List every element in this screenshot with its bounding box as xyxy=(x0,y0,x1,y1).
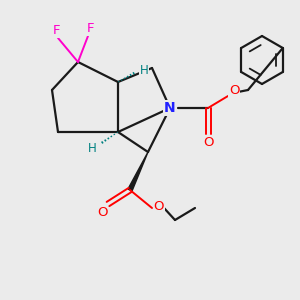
Text: O: O xyxy=(203,136,213,149)
Text: N: N xyxy=(164,101,176,115)
Text: H: H xyxy=(140,64,148,76)
Text: O: O xyxy=(154,200,164,212)
Text: F: F xyxy=(86,22,94,34)
Text: H: H xyxy=(88,142,96,154)
Text: O: O xyxy=(97,206,107,218)
Text: F: F xyxy=(52,23,60,37)
Text: O: O xyxy=(229,85,239,98)
Polygon shape xyxy=(128,152,148,191)
